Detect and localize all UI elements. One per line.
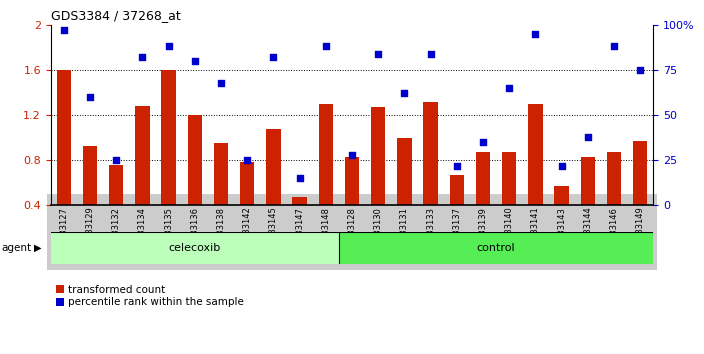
Bar bbox=[214, 143, 228, 251]
Bar bbox=[371, 107, 385, 251]
Point bbox=[189, 58, 201, 64]
Bar bbox=[555, 186, 569, 251]
Point bbox=[320, 44, 332, 49]
Point bbox=[84, 94, 96, 100]
Bar bbox=[161, 70, 176, 251]
Text: agent: agent bbox=[1, 243, 32, 253]
Bar bbox=[292, 198, 307, 251]
Bar bbox=[51, 232, 339, 264]
Bar bbox=[319, 104, 333, 251]
Point bbox=[634, 67, 646, 73]
Bar bbox=[450, 175, 464, 251]
Point bbox=[425, 51, 436, 57]
Bar bbox=[339, 232, 653, 264]
Point bbox=[372, 51, 384, 57]
Bar bbox=[56, 70, 71, 251]
Bar bbox=[109, 165, 123, 251]
Point bbox=[398, 91, 410, 96]
Text: control: control bbox=[477, 243, 515, 253]
Point bbox=[268, 55, 279, 60]
Point bbox=[556, 163, 567, 169]
Point bbox=[215, 80, 227, 85]
Point bbox=[346, 152, 358, 158]
Bar bbox=[502, 152, 517, 251]
Point bbox=[582, 134, 593, 139]
Point bbox=[451, 163, 463, 169]
Bar bbox=[83, 145, 97, 251]
Bar bbox=[581, 157, 595, 251]
Text: ▶: ▶ bbox=[34, 243, 42, 253]
Bar bbox=[135, 106, 149, 251]
Bar bbox=[476, 152, 490, 251]
Point bbox=[241, 157, 253, 163]
Point bbox=[294, 175, 306, 181]
Bar bbox=[607, 152, 621, 251]
Text: GDS3384 / 37268_at: GDS3384 / 37268_at bbox=[51, 9, 180, 22]
Point bbox=[477, 139, 489, 145]
Point bbox=[608, 44, 620, 49]
Bar bbox=[187, 115, 202, 251]
Point bbox=[58, 27, 70, 33]
Bar bbox=[345, 157, 359, 251]
Point bbox=[503, 85, 515, 91]
Bar bbox=[240, 162, 254, 251]
Text: celecoxib: celecoxib bbox=[169, 243, 221, 253]
Bar bbox=[423, 102, 438, 251]
Bar bbox=[528, 104, 543, 251]
Legend: transformed count, percentile rank within the sample: transformed count, percentile rank withi… bbox=[56, 285, 244, 308]
Point bbox=[530, 31, 541, 37]
Point bbox=[137, 55, 148, 60]
Bar bbox=[633, 141, 648, 251]
Point bbox=[163, 44, 174, 49]
Point bbox=[111, 157, 122, 163]
Bar bbox=[266, 129, 281, 251]
Bar bbox=[397, 138, 412, 251]
